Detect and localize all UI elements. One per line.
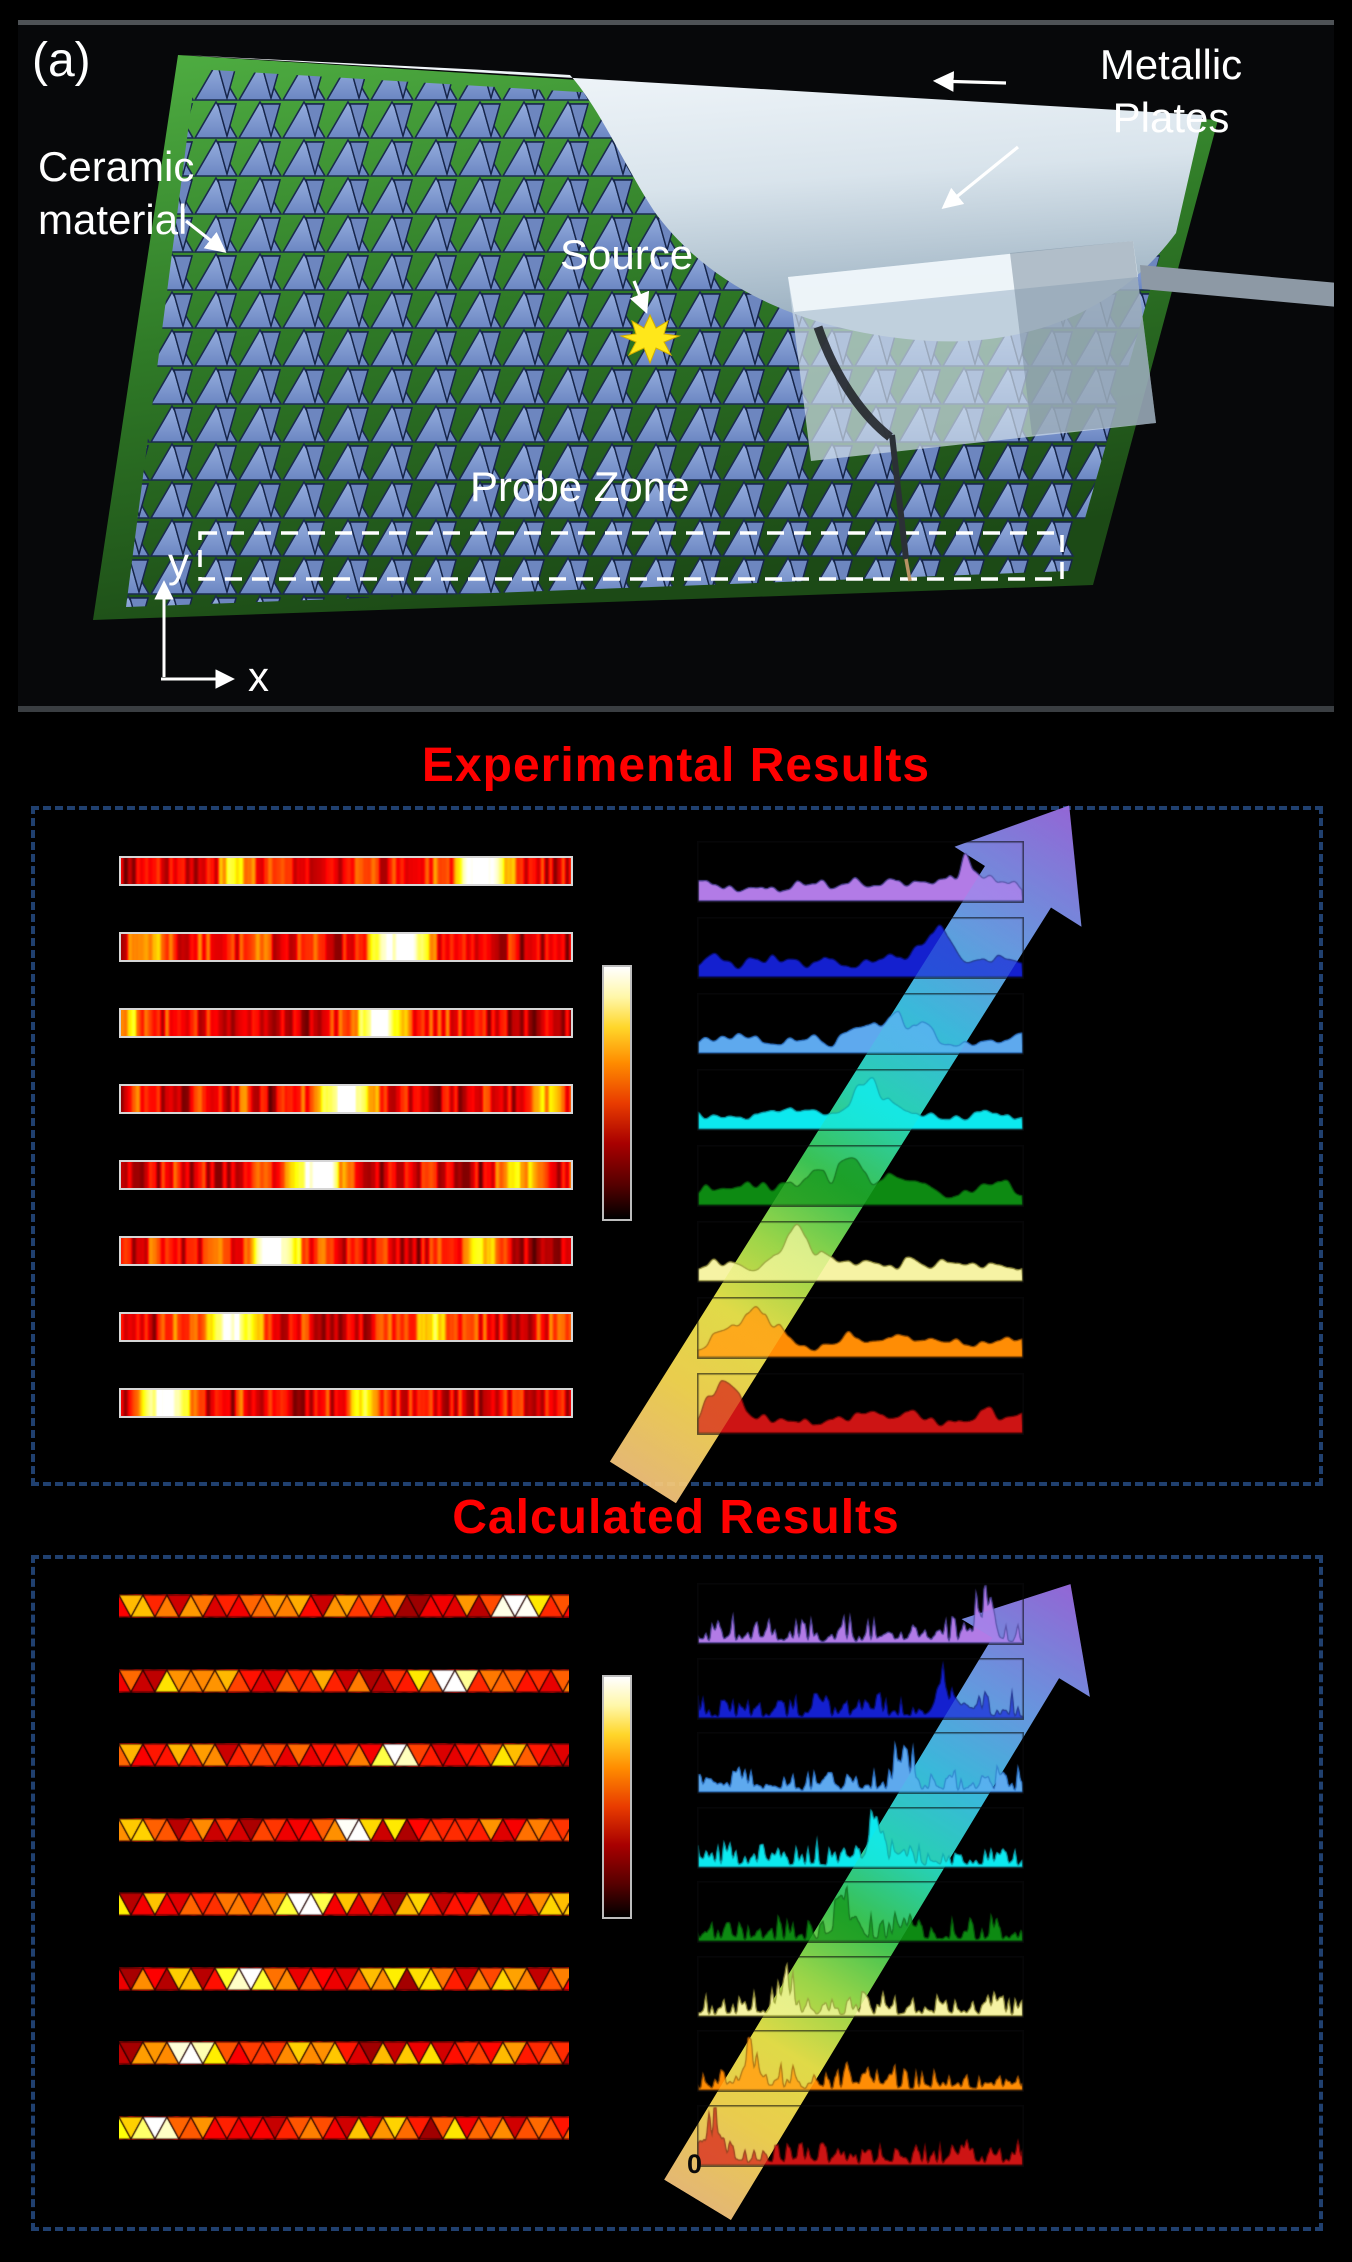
lattice-heat-strip [119, 1743, 569, 1767]
lattice-heat-strip [119, 1967, 569, 1991]
lattice-heat-strip [119, 1669, 569, 1693]
lattice-heat-strip [119, 2116, 569, 2140]
x-axis-label: x [248, 653, 269, 700]
heat-strip [119, 1388, 573, 1418]
exp-waveform-skyblue [697, 993, 1024, 1055]
exp-waveform-yellow [697, 1221, 1024, 1283]
experimental-colorbar [602, 965, 632, 1221]
heat-strip [119, 1312, 573, 1342]
plates-arrow-side [941, 145, 1020, 209]
source-arrow [629, 280, 650, 314]
calc-waveform-cyan [697, 1807, 1024, 1869]
panel-label: (a) [32, 34, 91, 87]
origin-zero-label: 0 [687, 2149, 703, 2179]
probe-rod [1140, 265, 1334, 307]
lattice-heat-strip [119, 1594, 569, 1618]
probe-plate-shade [1010, 241, 1156, 435]
experimental-results-box [31, 806, 1323, 1486]
probe-zone-label: Probe Zone [470, 463, 690, 510]
lattice-heat-strip [119, 2041, 569, 2065]
heat-strip [119, 1008, 573, 1038]
calculated-results-box: 0 [31, 1555, 1323, 2231]
lattice-heat-strip [119, 1892, 569, 1916]
calc-waveform-blue [697, 1658, 1024, 1720]
metallic-plates-label: Metallic Plates [1099, 41, 1243, 141]
heat-strip [119, 856, 573, 886]
exp-waveform-violet [697, 841, 1024, 903]
probe-zone-box [198, 531, 1064, 581]
calc-waveform-red [697, 2105, 1024, 2167]
probe-needle [889, 434, 909, 560]
setup-3d-scene [93, 55, 1334, 689]
heat-strip [119, 932, 573, 962]
exp-waveform-orange [697, 1297, 1024, 1359]
exp-waveform-blue [697, 917, 1024, 979]
calculated-colorbar [602, 1675, 632, 1919]
calc-waveform-yellow [697, 1956, 1024, 2018]
ceramic-material-label: Ceramic material [38, 143, 195, 243]
exp-waveform-cyan [697, 1069, 1024, 1131]
experimental-results-title: Experimental Results [421, 739, 931, 792]
lattice-heat-strip [119, 1818, 569, 1842]
heat-strip [119, 1236, 573, 1266]
probe-cable [813, 325, 893, 441]
exp-waveform-green [697, 1145, 1024, 1207]
source-star-icon [619, 313, 681, 365]
source-label: Source [560, 231, 694, 278]
y-axis-label: y [168, 539, 189, 586]
heat-strip [119, 1160, 573, 1190]
calc-waveform-orange [697, 2030, 1024, 2092]
calc-waveform-violet [697, 1583, 1024, 1645]
ceramic-arrow [185, 219, 227, 253]
heat-strip [119, 1084, 573, 1114]
plates-arrow-top [932, 71, 1007, 92]
calc-waveform-green [697, 1881, 1024, 1943]
probe-needle-tip [904, 558, 912, 582]
exp-waveform-red [697, 1373, 1024, 1435]
panel-a-photo: (a) Ceramic material Source Metallic Pla… [18, 20, 1334, 712]
calc-waveform-skyblue [697, 1732, 1024, 1794]
